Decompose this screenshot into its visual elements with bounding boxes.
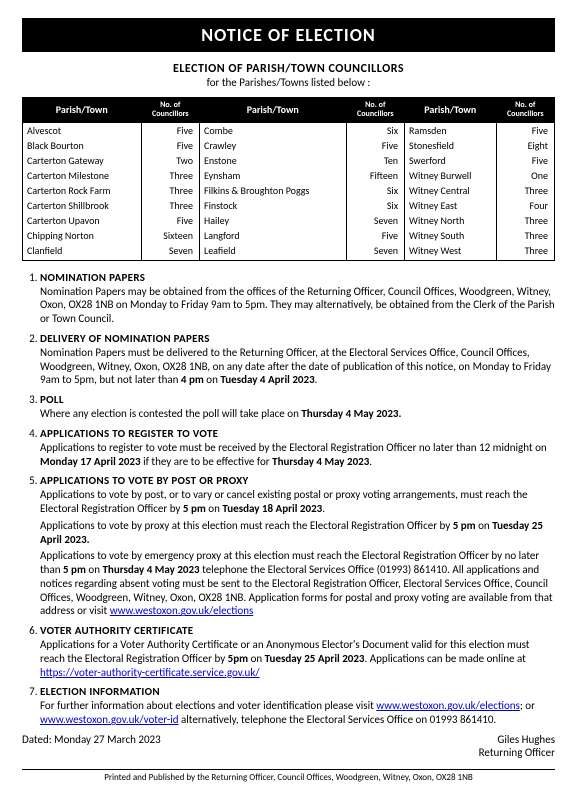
councillor-count-cell: Ten [346, 153, 404, 168]
signer-name: Giles Hughes [479, 733, 555, 746]
parish-name-cell: Enstone [199, 153, 346, 168]
dated-text: Dated: Monday 27 March 2023 [22, 733, 161, 759]
section-para: Applications to vote by proxy at this el… [40, 519, 555, 547]
section-title: DELIVERY OF NOMINATION PAPERS [40, 332, 555, 345]
table-header: Parish/Town [405, 98, 496, 123]
councillor-count-cell: Three [496, 213, 555, 228]
councillor-count-cell: Sixteen [141, 228, 199, 243]
parish-name-cell: Witney East [405, 198, 496, 213]
parish-name-cell: Ramsden [405, 122, 496, 138]
parish-name-cell: Hailey [199, 213, 346, 228]
parish-name-cell: Leafield [199, 243, 346, 261]
councillor-count-cell: Three [496, 243, 555, 261]
councillor-count-cell: Six [346, 198, 404, 213]
parish-name-cell: Alvescot [23, 122, 142, 138]
parish-name-cell: Witney South [405, 228, 496, 243]
councillor-count-cell: Two [141, 153, 199, 168]
table-header: No. ofCouncillors [141, 98, 199, 123]
section-item: POLLWhere any election is contested the … [40, 393, 555, 421]
parish-name-cell: Witney North [405, 213, 496, 228]
parish-name-cell: Black Bourton [23, 138, 142, 153]
councillor-count-cell: Six [346, 183, 404, 198]
councillor-count-cell: Seven [141, 243, 199, 261]
section-title: APPLICATIONS TO VOTE BY POST OR PROXY [40, 474, 555, 487]
councillor-count-cell: Five [346, 138, 404, 153]
table-header: Parish/Town [23, 98, 142, 123]
parish-name-cell: Carterton Upavon [23, 213, 142, 228]
section-title: ELECTION INFORMATION [40, 685, 555, 698]
councillor-count-cell: Seven [346, 243, 404, 261]
footer-row: Dated: Monday 27 March 2023 Giles Hughes… [22, 733, 555, 759]
parish-name-cell: Crawley [199, 138, 346, 153]
councillor-count-cell: Five [496, 153, 555, 168]
councillor-count-cell: Five [141, 138, 199, 153]
parish-name-cell: Witney West [405, 243, 496, 261]
parish-name-cell: Chipping Norton [23, 228, 142, 243]
parish-name-cell: Stonesfield [405, 138, 496, 153]
parish-name-cell: Carterton Rock Farm [23, 183, 142, 198]
table-header: No. ofCouncillors [496, 98, 555, 123]
section-para: Where any election is contested the poll… [40, 407, 555, 421]
sections-list: NOMINATION PAPERSNomination Papers may b… [22, 271, 555, 727]
councillor-count-cell: Seven [346, 213, 404, 228]
councillor-count-cell: Fifteen [346, 168, 404, 183]
parish-name-cell: Carterton Shillbrook [23, 198, 142, 213]
parish-name-cell: Witney Central [405, 183, 496, 198]
parish-name-cell: Combe [199, 122, 346, 138]
election-subheading2: for the Parishes/Towns listed below : [22, 76, 555, 89]
councillor-count-cell: Three [141, 168, 199, 183]
parish-name-cell: Eynsham [199, 168, 346, 183]
printed-by: Printed and Published by the Returning O… [22, 769, 555, 783]
notice-banner: NOTICE OF ELECTION [22, 18, 555, 52]
councillor-count-cell: Three [496, 183, 555, 198]
signer-title: Returning Officer [479, 746, 555, 759]
section-para: Applications for a Voter Authority Certi… [40, 638, 555, 679]
parish-name-cell: Finstock [199, 198, 346, 213]
parish-name-cell: Langford [199, 228, 346, 243]
parish-name-cell: Filkins & Broughton Poggs [199, 183, 346, 198]
councillor-count-cell: Eight [496, 138, 555, 153]
councillor-count-cell: Six [346, 122, 404, 138]
section-para: For further information about elections … [40, 699, 555, 727]
section-item: NOMINATION PAPERSNomination Papers may b… [40, 271, 555, 326]
section-para: Nomination Papers must be delivered to t… [40, 346, 555, 387]
councillor-count-cell: Three [141, 183, 199, 198]
parish-name-cell: Swerford [405, 153, 496, 168]
table-header: Parish/Town [199, 98, 346, 123]
table-header: No. ofCouncillors [346, 98, 404, 123]
parish-name-cell: Clanfield [23, 243, 142, 261]
councillor-count-cell: Five [141, 122, 199, 138]
section-title: NOMINATION PAPERS [40, 271, 555, 284]
councillor-count-cell: Three [141, 198, 199, 213]
parish-name-cell: Carterton Milestone [23, 168, 142, 183]
parish-name-cell: Witney Burwell [405, 168, 496, 183]
parish-table: Parish/TownNo. ofCouncillorsParish/TownN… [22, 97, 555, 261]
section-item: DELIVERY OF NOMINATION PAPERSNomination … [40, 332, 555, 387]
section-item: APPLICATIONS TO REGISTER TO VOTEApplicat… [40, 427, 555, 469]
election-subheading: ELECTION OF PARISH/TOWN COUNCILLORS [22, 62, 555, 76]
councillor-count-cell: Four [496, 198, 555, 213]
section-item: ELECTION INFORMATIONFor further informat… [40, 685, 555, 727]
section-para: Applications to vote by emergency proxy … [40, 549, 555, 618]
section-item: APPLICATIONS TO VOTE BY POST OR PROXYApp… [40, 474, 555, 618]
section-item: VOTER AUTHORITY CERTIFICATEApplications … [40, 624, 555, 679]
councillor-count-cell: Three [496, 228, 555, 243]
section-para: Applications to register to vote must be… [40, 441, 555, 469]
councillor-count-cell: Five [141, 213, 199, 228]
section-title: POLL [40, 393, 555, 406]
councillor-count-cell: Five [346, 228, 404, 243]
councillor-count-cell: One [496, 168, 555, 183]
section-title: VOTER AUTHORITY CERTIFICATE [40, 624, 555, 637]
councillor-count-cell: Five [496, 122, 555, 138]
section-para: Applications to vote by post, or to vary… [40, 488, 555, 516]
section-para: Nomination Papers may be obtained from t… [40, 285, 555, 326]
section-title: APPLICATIONS TO REGISTER TO VOTE [40, 427, 555, 440]
parish-name-cell: Carterton Gateway [23, 153, 142, 168]
